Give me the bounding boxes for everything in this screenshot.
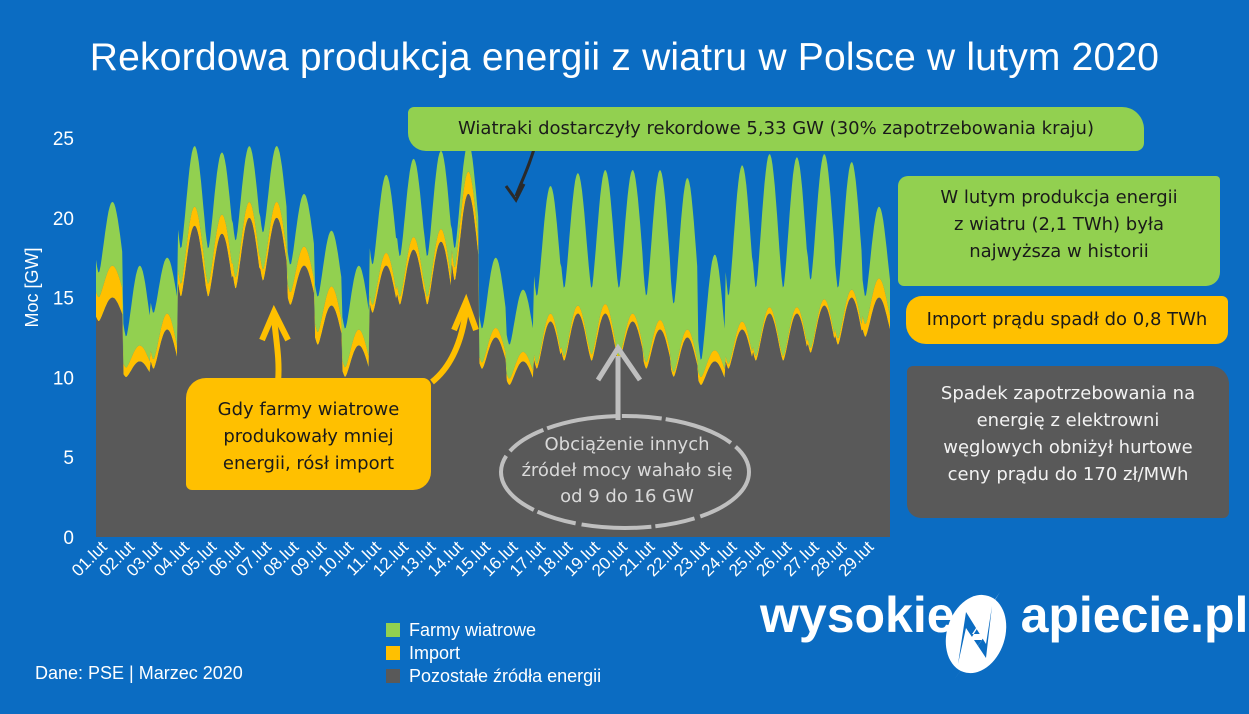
arrow-record-head <box>504 183 526 203</box>
chart-title: Rekordowa produkcja energii z wiatru w P… <box>89 36 1160 79</box>
y-tick-label: 20 <box>53 209 74 230</box>
y-tick-label: 15 <box>53 289 74 310</box>
brand-text-part2: apiecie.pl <box>1020 587 1249 643</box>
legend-item-wind: Farmy wiatrowe <box>386 620 536 641</box>
lightning-n-icon <box>945 592 1007 680</box>
y-tick-label: 10 <box>53 368 74 389</box>
note-line: od 9 do 16 GW <box>560 486 694 507</box>
note-import-rise: Gdy farmy wiatrowe produkowały mniej ene… <box>186 378 431 490</box>
legend-swatch-wind <box>386 623 400 637</box>
note-line: Obciążenie innych <box>544 434 710 455</box>
arrow-import-right <box>430 309 469 385</box>
note-line: W lutym produkcja energii <box>940 187 1178 208</box>
note-line: z wiatru (2,1 TWh) była <box>953 214 1165 235</box>
y-tick-label: 5 <box>63 448 74 469</box>
arrow-import-left-head <box>259 304 291 342</box>
note-line: węglowych obniżył hurtowe <box>943 437 1193 458</box>
y-tick-label: 25 <box>53 129 74 150</box>
note-import-drop: Import prądu spadł do 0,8 TWh <box>906 296 1228 344</box>
note-line: ceny prądu do 170 zł/MWh <box>947 464 1189 485</box>
arrow-import-right-head <box>451 293 479 332</box>
note-line: energii, rósł import <box>222 453 395 474</box>
brand-text-part1: wysokie <box>760 587 955 643</box>
series-area-wind <box>96 143 890 379</box>
source-note: Dane: PSE | Marzec 2020 <box>35 663 243 683</box>
y-axis-label: Moc [GW] <box>22 248 42 328</box>
note-february-production: W lutym produkcja energii z wiatru (2,1 … <box>898 176 1220 286</box>
arrow-import-left <box>271 317 282 383</box>
legend-item-other: Pozostałe źródła energii <box>386 666 601 687</box>
note-record-wind: Wiatraki dostarczyły rekordowe 5,33 GW (… <box>408 107 1144 151</box>
brand-logo: wysokie apiecie.pl <box>760 586 1248 644</box>
note-line: energię z elektrowni <box>976 410 1160 431</box>
note-line: produkowały mniej <box>223 426 394 447</box>
legend-item-import: Import <box>386 643 460 664</box>
load-circle <box>499 414 751 530</box>
legend-label: Import <box>409 643 461 663</box>
legend-swatch-other <box>386 669 400 683</box>
note-line: Spadek zapotrzebowania na <box>940 383 1196 404</box>
legend-label: Farmy wiatrowe <box>409 620 537 640</box>
note-other-load: Obciążenie innych źródeł mocy wahało się… <box>509 432 745 510</box>
legend-label: Pozostałe źródła energii <box>409 666 602 686</box>
note-coal-prices: Spadek zapotrzebowania na energię z elek… <box>907 366 1229 518</box>
note-line: Gdy farmy wiatrowe <box>217 399 400 420</box>
note-line: źródeł mocy wahało się <box>521 460 733 481</box>
y-tick-label: 0 <box>63 528 74 549</box>
legend-swatch-import <box>386 646 400 660</box>
note-line: najwyższa w historii <box>969 241 1149 262</box>
arrow-load-head <box>595 343 643 382</box>
